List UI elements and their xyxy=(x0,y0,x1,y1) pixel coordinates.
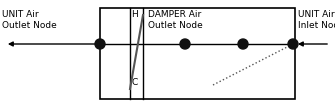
Text: UNIT Air
Outlet Node: UNIT Air Outlet Node xyxy=(2,10,57,30)
Circle shape xyxy=(180,39,190,49)
Bar xyxy=(100,8,295,99)
Circle shape xyxy=(95,39,105,49)
Text: H: H xyxy=(131,10,138,19)
Circle shape xyxy=(288,39,298,49)
Text: C: C xyxy=(131,78,137,87)
Text: DAMPER Air
Outlet Node: DAMPER Air Outlet Node xyxy=(148,10,203,30)
Circle shape xyxy=(238,39,248,49)
Text: UNIT Air
Inlet Node: UNIT Air Inlet Node xyxy=(298,10,335,30)
